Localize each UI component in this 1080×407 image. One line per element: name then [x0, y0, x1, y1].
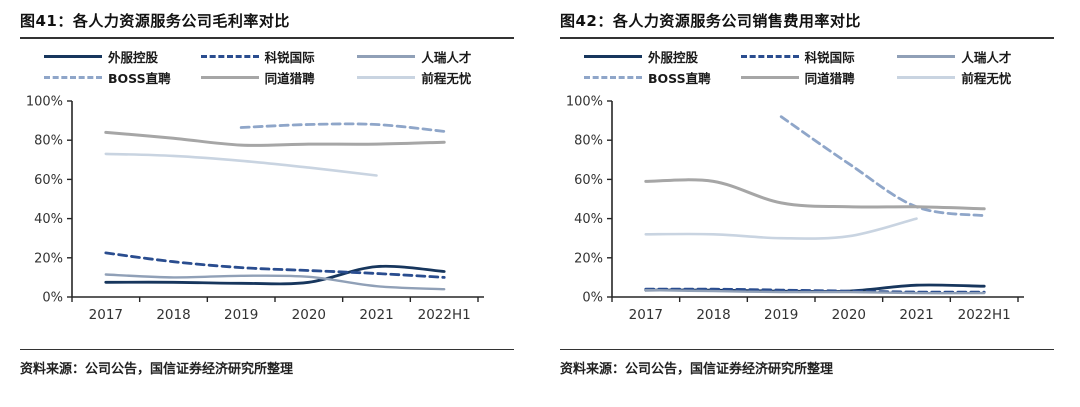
x-axis-tick-label: 2022H1 [418, 307, 471, 323]
figure-42-title: 图42：各人力资源服务公司销售费用率对比 [560, 12, 861, 30]
legend-line-swatch [200, 76, 259, 79]
series-line-6 [644, 217, 918, 240]
source-note: 资料来源：公司公告，国信证券经济研究所整理 [20, 362, 294, 377]
figure-41-title: 图41：各人力资源服务公司毛利率对比 [20, 12, 290, 30]
series-line-3 [644, 288, 986, 295]
legend-line-swatch [44, 55, 102, 58]
legend-line-swatch [200, 55, 259, 58]
legend-item-2: 科锐国际 [740, 47, 898, 66]
legend-item-3: 人瑞人才 [897, 47, 1054, 66]
legend-line-swatch [740, 76, 799, 79]
legend-line-swatch [584, 76, 642, 79]
figure-41-legend: 外服控股 科锐国际 人瑞人才 BOSS直聘 同道猎聘 前程无忧 [20, 45, 514, 89]
series-line-1 [104, 264, 446, 286]
legend-item-1: 外服控股 [584, 47, 741, 66]
legend-label: 前程无忧 [421, 71, 472, 86]
y-axis-tick-label: 20% [34, 251, 63, 266]
x-axis-tick-label: 2021 [359, 307, 393, 323]
title-divider [20, 37, 514, 39]
line-chart-canvas: 0% 20% 40% 60% 80% 100% 2017 2018 2019 2020 2021 20… [566, 95, 1024, 323]
series-line-3 [104, 273, 446, 291]
legend-line-swatch [44, 76, 102, 79]
x-axis-tick-label: 2017 [89, 307, 123, 323]
legend-item-5: 同道猎聘 [740, 68, 898, 87]
x-axis-tick-label: 2019 [224, 307, 258, 323]
legend-label: BOSS直聘 [648, 71, 711, 86]
legend-label: 同道猎聘 [804, 71, 855, 86]
figure-41-panel: 图41：各人力资源服务公司毛利率对比 外服控股 科锐国际 人瑞人才 BOSS直聘 同道猎… [20, 12, 514, 377]
legend-label: 同道猎聘 [264, 71, 315, 86]
series-line-4 [779, 115, 986, 218]
line-chart-canvas: 0% 20% 40% 60% 80% 100% 2017 2018 2019 2020 2021 20… [26, 95, 484, 323]
x-axis-tick-label: 2019 [764, 307, 798, 323]
legend-item-4: BOSS直聘 [44, 68, 201, 87]
series-line-6 [104, 152, 378, 177]
y-axis-tick-label: 40% [34, 212, 63, 227]
series-line-2 [104, 251, 446, 279]
legend-line-swatch [897, 55, 956, 58]
source-note: 资料来源：公司公告，国信证券经济研究所整理 [560, 362, 834, 377]
title-divider [560, 37, 1054, 39]
y-axis-tick-label: 100% [26, 95, 63, 110]
series-line-5 [644, 178, 986, 211]
source-divider [560, 349, 1054, 350]
y-axis-tick-label: 60% [574, 173, 603, 188]
figure-42-legend: 外服控股 科锐国际 人瑞人才 BOSS直聘 同道猎聘 前程无忧 [560, 45, 1054, 89]
x-axis-tick-label: 2018 [696, 307, 730, 323]
legend-label: 人瑞人才 [421, 50, 472, 65]
y-axis-tick-label: 100% [566, 95, 603, 110]
y-axis-tick-label: 20% [574, 251, 603, 266]
x-axis-tick-label: 2017 [629, 307, 663, 323]
legend-line-swatch [357, 76, 416, 79]
legend-label: BOSS直聘 [108, 71, 171, 86]
legend-label: 外服控股 [648, 50, 699, 65]
y-axis-tick-label: 40% [574, 212, 603, 227]
legend-line-swatch [897, 76, 956, 79]
y-axis-tick-label: 80% [574, 134, 603, 149]
figure-41-chart: 0% 20% 40% 60% 80% 100% 2017 2018 2019 2020 2021 20… [20, 91, 514, 345]
series-line-5 [104, 130, 446, 147]
x-axis-tick-label: 2020 [832, 307, 866, 323]
legend-item-6: 前程无忧 [897, 68, 1054, 87]
legend-label: 前程无忧 [961, 71, 1012, 86]
legend-label: 科锐国际 [264, 50, 315, 65]
y-axis-tick-label: 80% [34, 134, 63, 149]
legend-line-swatch [357, 55, 416, 58]
figure-42-chart: 0% 20% 40% 60% 80% 100% 2017 2018 2019 2020 2021 20… [560, 91, 1054, 345]
legend-item-2: 科锐国际 [200, 47, 358, 66]
legend-label: 人瑞人才 [961, 50, 1012, 65]
x-axis-tick-label: 2021 [899, 307, 933, 323]
figure-42-panel: 图42：各人力资源服务公司销售费用率对比 外服控股 科锐国际 人瑞人才 BOSS直聘 同… [540, 0, 1080, 407]
legend-label: 外服控股 [108, 50, 159, 65]
legend-label: 科锐国际 [804, 50, 855, 65]
y-axis-tick-label: 0% [42, 291, 63, 306]
legend-item-1: 外服控股 [44, 47, 201, 66]
y-axis-tick-label: 0% [582, 291, 603, 306]
legend-item-5: 同道猎聘 [200, 68, 358, 87]
x-axis-tick-label: 2020 [292, 307, 326, 323]
legend-item-4: BOSS直聘 [584, 68, 741, 87]
x-axis-tick-label: 2022H1 [958, 307, 1011, 323]
legend-item-6: 前程无忧 [357, 68, 514, 87]
series-line-4 [239, 122, 446, 133]
x-axis-tick-label: 2018 [156, 307, 190, 323]
source-divider [20, 349, 514, 350]
legend-line-swatch [584, 55, 642, 58]
y-axis-tick-label: 60% [34, 173, 63, 188]
legend-line-swatch [740, 55, 799, 58]
legend-item-3: 人瑞人才 [357, 47, 514, 66]
